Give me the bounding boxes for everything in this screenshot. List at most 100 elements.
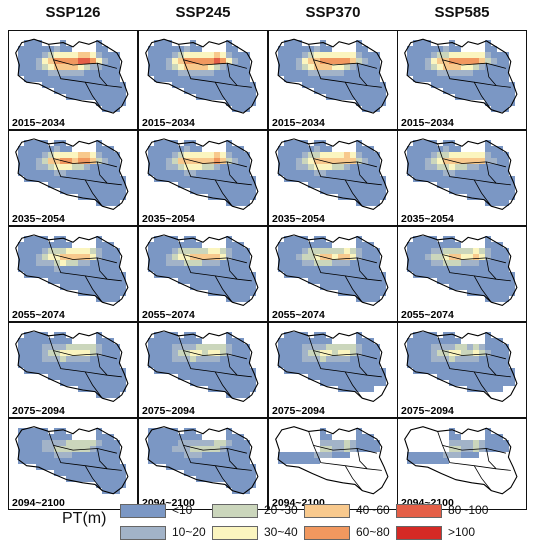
basin-boundary [308,44,378,69]
period-label: 2055~2074 [12,309,65,321]
plateau-outline [15,330,129,403]
period-label: 2055~2074 [142,309,195,321]
plateau-outline [145,426,259,495]
basin-boundary [84,82,103,110]
plateau-outline [404,38,518,114]
basin-boundary [473,371,492,399]
basin-boundary [178,143,247,168]
plateau-outline [145,138,259,211]
basin-boundary [486,257,497,280]
legend-label: <10 [172,503,193,517]
basin-boundary [473,465,492,491]
basin-boundary [214,371,233,399]
period-label: 2075~2094 [272,405,325,417]
legend-swatch [396,526,442,540]
pixel-field [278,332,386,392]
basin-boundary [437,44,507,69]
period-label: 2035~2054 [142,213,195,225]
map-panel-r5-c4: 2094~2100 [397,418,527,510]
map-panel-r5-c3: 2094~2100 [268,418,398,510]
basin-boundary [357,161,368,184]
basin-boundary [473,275,492,303]
map-panel-r1-c3: 2015~2034 [268,30,398,130]
legend-swatch [120,526,166,540]
period-label: 2055~2074 [401,309,454,321]
legend-swatch [212,526,258,540]
period-label: 2015~2034 [401,117,454,129]
basin-boundary [486,353,497,376]
basin-boundary [97,353,108,376]
plateau-outline [404,234,518,307]
plateau-outline [145,38,259,114]
basin-boundary [214,275,233,303]
basin-boundary [97,448,108,470]
legend-label: 40~60 [356,503,390,517]
basin-boundary [97,63,108,86]
plateau-outline [275,426,389,495]
column-header-1: SSP126 [45,4,101,21]
plateau-outline [15,38,129,114]
pixel-field [148,428,256,494]
pixel-field [18,140,126,206]
basin-boundary [178,239,247,264]
legend-swatch [304,526,350,540]
legend-label: 30~40 [264,525,298,539]
legend-title: PT(m) [62,510,107,527]
map-panel-r1-c4: 2015~2034 [397,30,527,130]
basin-boundary [214,465,233,491]
map-panel-r2-c1: 2035~2054 [8,130,138,226]
basin-boundary [344,465,363,491]
period-label: 2035~2054 [272,213,325,225]
plateau-outline [404,426,518,495]
basin-boundary [473,82,492,110]
map-panel-r3-c3: 2055~2074 [268,226,398,322]
legend-label: 80~100 [448,503,489,517]
map-panel-r5-c1: 2094~2100 [8,418,138,510]
plateau-outline [275,38,389,114]
basin-boundary [227,63,238,86]
map-panel-r5-c2: 2094~2100 [138,418,268,510]
map-panel-r1-c1: 2015~2034 [8,30,138,130]
legend-swatch [304,504,350,518]
plateau-outline [275,234,389,307]
period-label: 2075~2094 [142,405,195,417]
map-panel-r3-c4: 2055~2074 [397,226,527,322]
basin-boundary [97,161,108,184]
map-panel-r2-c2: 2035~2054 [138,130,268,226]
column-header-4: SSP585 [434,4,490,21]
legend-swatch [212,504,258,518]
pixel-field [148,140,256,206]
basin-boundary [308,335,377,360]
basin-boundary [308,239,377,264]
plateau-outline [404,138,518,211]
pixel-field [407,236,515,302]
basin-boundary [486,63,497,86]
column-header-2: SSP245 [175,4,231,21]
map-panel-r4-c2: 2075~2094 [138,322,268,418]
basin-boundary [486,448,497,470]
basin-boundary [214,179,233,207]
basin-boundary [437,143,506,168]
basin-boundary [48,143,117,168]
basin-boundary [97,257,108,280]
basin-boundary [308,431,377,454]
pixel-field [148,332,256,398]
basin-boundary [473,179,492,207]
map-panel-r4-c4: 2075~2094 [397,322,527,418]
pixel-field [18,236,126,302]
basin-boundary [48,431,117,454]
basin-boundary [308,143,377,168]
legend-label: 20~30 [264,503,298,517]
plateau-outline [15,138,129,211]
basin-boundary [437,431,506,454]
basin-boundary [84,465,103,491]
period-label: 2075~2094 [12,405,65,417]
basin-boundary [437,335,506,360]
basin-boundary [344,179,363,207]
plateau-outline [275,330,389,403]
legend-label: 10~20 [172,525,206,539]
basin-boundary [178,335,247,360]
plateau-outline [275,138,389,211]
period-label: 2015~2034 [272,117,325,129]
